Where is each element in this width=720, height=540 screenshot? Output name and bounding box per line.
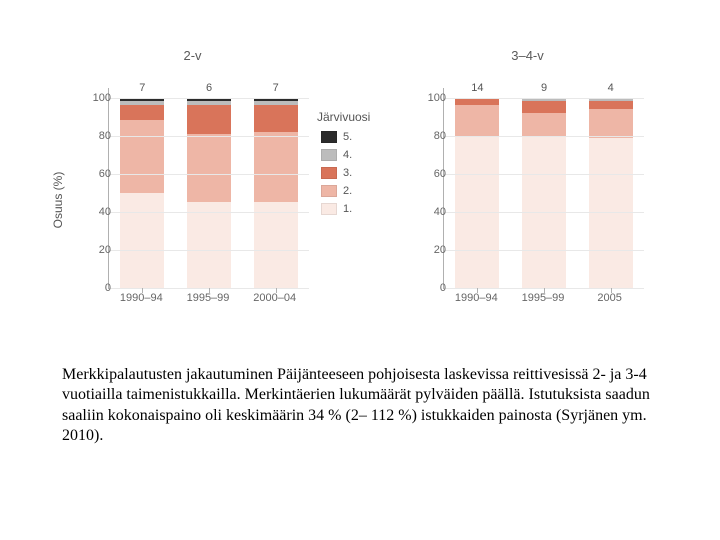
panel-right: 3–4-v 1494 1990–941995–992005 0204060801… bbox=[405, 70, 650, 330]
bar: 6 bbox=[187, 88, 231, 288]
legend-title: Järvivuosi bbox=[315, 110, 405, 124]
y-tick-label: 0 bbox=[81, 282, 111, 294]
page-root: 2-v Osuus (%) 767 1990–941995–992000–04 … bbox=[0, 0, 720, 540]
legend-label: 3. bbox=[343, 167, 352, 179]
x-labels-right: 1990–94 1995–99 2005 bbox=[443, 292, 643, 312]
legend-item: 1. bbox=[315, 200, 405, 218]
bar-segment bbox=[455, 105, 499, 135]
bar-segment bbox=[120, 120, 164, 192]
legend-swatch-icon bbox=[321, 167, 337, 179]
plot-area-right: 1494 bbox=[443, 88, 644, 289]
legend-swatch-icon bbox=[321, 149, 337, 161]
x-labels-left: 1990–94 1995–99 2000–04 bbox=[108, 292, 308, 312]
legend-label: 1. bbox=[343, 203, 352, 215]
legend-item: 4. bbox=[315, 146, 405, 164]
bar-segment bbox=[187, 101, 231, 105]
legend-item: 2. bbox=[315, 182, 405, 200]
bar: 7 bbox=[254, 88, 298, 288]
y-axis-title: Osuus (%) bbox=[51, 172, 65, 229]
panel-left: 2-v Osuus (%) 767 1990–941995–992000–04 … bbox=[70, 70, 315, 330]
figure-caption: Merkkipalautusten jakautuminen Päijäntee… bbox=[62, 365, 672, 447]
y-tick-label: 80 bbox=[81, 130, 111, 142]
bar-top-label: 6 bbox=[206, 82, 212, 94]
bar: 14 bbox=[455, 88, 499, 288]
x-tick-label: 2005 bbox=[597, 292, 621, 304]
bar: 7 bbox=[120, 88, 164, 288]
bar: 4 bbox=[589, 88, 633, 288]
y-tick-label: 60 bbox=[416, 168, 446, 180]
x-tick-label: 1990–94 bbox=[455, 292, 498, 304]
bar-top-label: 9 bbox=[541, 82, 547, 94]
y-tick-label: 100 bbox=[416, 92, 446, 104]
gridline bbox=[444, 98, 644, 99]
gridline bbox=[444, 174, 644, 175]
x-tick-label: 2000–04 bbox=[253, 292, 296, 304]
bar-segment bbox=[522, 113, 566, 136]
gridline bbox=[109, 98, 309, 99]
gridline bbox=[109, 174, 309, 175]
legend: Järvivuosi 5. 4. 3. 2. 1. bbox=[315, 110, 405, 218]
y-tick-label: 100 bbox=[81, 92, 111, 104]
y-tick-label: 20 bbox=[81, 244, 111, 256]
x-tick-label: 1995–99 bbox=[187, 292, 230, 304]
legend-label: 5. bbox=[343, 131, 352, 143]
gridline bbox=[444, 250, 644, 251]
legend-item: 3. bbox=[315, 164, 405, 182]
y-tick-label: 20 bbox=[416, 244, 446, 256]
bar-segment bbox=[522, 99, 566, 101]
bars-right: 1494 bbox=[444, 88, 644, 288]
legend-label: 2. bbox=[343, 185, 352, 197]
y-tick-label: 40 bbox=[81, 206, 111, 218]
x-tick-label: 1990–94 bbox=[120, 292, 163, 304]
legend-swatch-icon bbox=[321, 131, 337, 143]
bar-segment bbox=[187, 134, 231, 203]
bar-segment bbox=[187, 105, 231, 134]
bar-top-label: 14 bbox=[471, 82, 483, 94]
bar-segment bbox=[187, 202, 231, 288]
bar-segment bbox=[522, 101, 566, 112]
y-tick-label: 80 bbox=[416, 130, 446, 142]
bar-segment bbox=[254, 202, 298, 288]
bar-segment bbox=[589, 109, 633, 138]
legend-item: 5. bbox=[315, 128, 405, 146]
bar-segment bbox=[254, 132, 298, 202]
legend-items: 5. 4. 3. 2. 1. bbox=[315, 128, 405, 218]
bar-segment bbox=[589, 101, 633, 109]
y-tick-label: 0 bbox=[416, 282, 446, 294]
bar: 9 bbox=[522, 88, 566, 288]
y-tick-label: 40 bbox=[416, 206, 446, 218]
legend-swatch-icon bbox=[321, 185, 337, 197]
bar-segment bbox=[120, 101, 164, 105]
bar-top-label: 4 bbox=[608, 82, 614, 94]
gridline bbox=[444, 212, 644, 213]
bar-segment bbox=[120, 105, 164, 120]
bar-segment bbox=[254, 105, 298, 132]
charts-row: 2-v Osuus (%) 767 1990–941995–992000–04 … bbox=[70, 70, 660, 340]
bar-segment bbox=[120, 193, 164, 288]
plot-area-left: 767 bbox=[108, 88, 309, 289]
bar-segment bbox=[254, 101, 298, 105]
gridline bbox=[444, 136, 644, 137]
gridline bbox=[109, 136, 309, 137]
bar-top-label: 7 bbox=[273, 82, 279, 94]
gridline bbox=[109, 212, 309, 213]
panel-right-title: 3–4-v bbox=[405, 48, 650, 63]
panel-left-title: 2-v bbox=[70, 48, 315, 63]
bars-left: 767 bbox=[109, 88, 309, 288]
bar-segment bbox=[589, 99, 633, 101]
bar-segment bbox=[455, 99, 499, 105]
legend-label: 4. bbox=[343, 149, 352, 161]
legend-container: Järvivuosi 5. 4. 3. 2. 1. bbox=[315, 70, 405, 340]
y-tick-label: 60 bbox=[81, 168, 111, 180]
bar-top-label: 7 bbox=[139, 82, 145, 94]
gridline bbox=[109, 250, 309, 251]
x-tick-label: 1995–99 bbox=[522, 292, 565, 304]
legend-swatch-icon bbox=[321, 203, 337, 215]
